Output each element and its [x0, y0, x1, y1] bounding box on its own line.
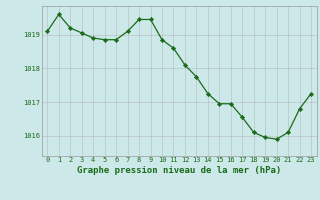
X-axis label: Graphe pression niveau de la mer (hPa): Graphe pression niveau de la mer (hPa) — [77, 166, 281, 175]
